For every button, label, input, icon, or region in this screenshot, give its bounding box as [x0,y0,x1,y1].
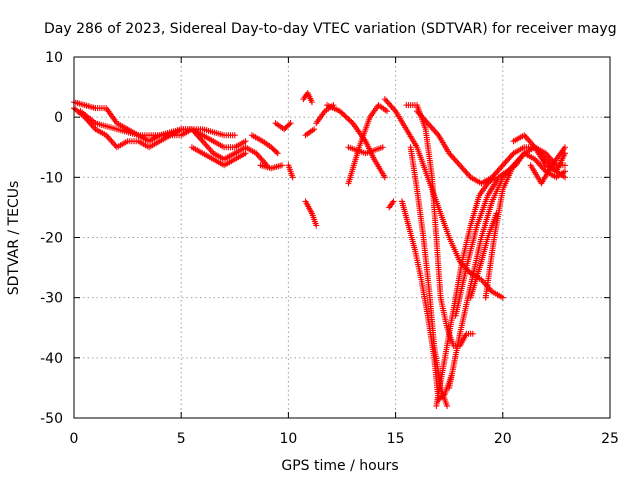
y-tick-label: 0 [54,110,63,126]
y-tick-label: -40 [40,351,63,367]
y-tick-label: -30 [40,291,63,307]
x-tick-label: 25 [601,431,619,447]
x-axis-label: GPS time / hours [281,458,398,474]
y-tick-label: -20 [40,231,63,247]
y-tick-label: 10 [45,50,63,66]
chart-background [0,0,640,480]
x-tick-label: 5 [177,431,186,447]
y-tick-label: -50 [40,411,63,427]
chart-title: Day 286 of 2023, Sidereal Day-to-day VTE… [44,21,617,37]
x-tick-label: 0 [70,431,79,447]
x-tick-label: 15 [387,431,405,447]
chart: 0 5 10 15 20 25 -50 -40 -30 -20 -10 0 10 Day 286 of … [0,0,640,480]
x-tick-label: 10 [279,431,297,447]
x-tick-label: 20 [494,431,512,447]
y-tick-label: -10 [40,170,63,186]
y-axis-label: SDTVAR / TECUs [6,181,22,296]
